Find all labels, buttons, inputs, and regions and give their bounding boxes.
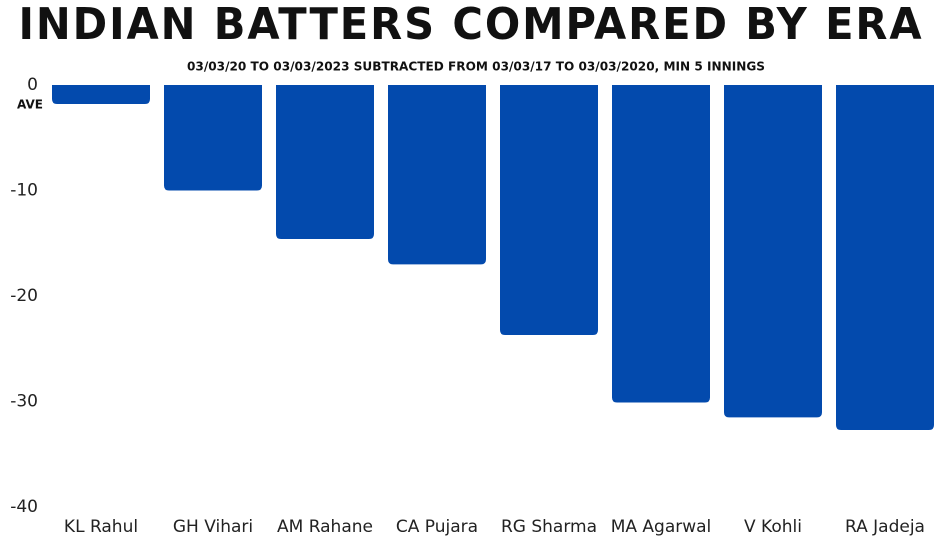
- bar: [724, 85, 822, 418]
- x-tick-label: CA Pujara: [396, 517, 478, 537]
- x-tick-label: V Kohli: [744, 517, 802, 537]
- x-tick-label: KL Rahul: [64, 517, 138, 537]
- bar: [52, 85, 150, 104]
- bar: [836, 85, 934, 430]
- x-tick-label: GH Vihari: [173, 517, 253, 537]
- x-tick-label: AM Rahane: [277, 517, 373, 537]
- x-tick-label: MA Agarwal: [611, 517, 712, 537]
- x-tick-label: RA Jadeja: [845, 517, 925, 537]
- y-axis-label: AVE: [17, 98, 43, 112]
- y-tick-label: -20: [10, 286, 38, 306]
- y-tick-label: -10: [10, 181, 38, 201]
- bar: [276, 85, 374, 240]
- x-tick-label: RG Sharma: [501, 517, 597, 537]
- bar: [612, 85, 710, 403]
- chart-subtitle: 03/03/20 TO 03/03/2023 SUBTRACTED FROM 0…: [187, 59, 765, 74]
- y-tick-label: 0: [27, 75, 38, 95]
- y-tick-label: -40: [10, 497, 38, 517]
- bar: [500, 85, 598, 336]
- bar: [164, 85, 262, 191]
- bar: [388, 85, 486, 265]
- y-tick-label: -30: [10, 392, 38, 412]
- chart-title: INDIAN BATTERS COMPARED BY ERA: [19, 0, 924, 50]
